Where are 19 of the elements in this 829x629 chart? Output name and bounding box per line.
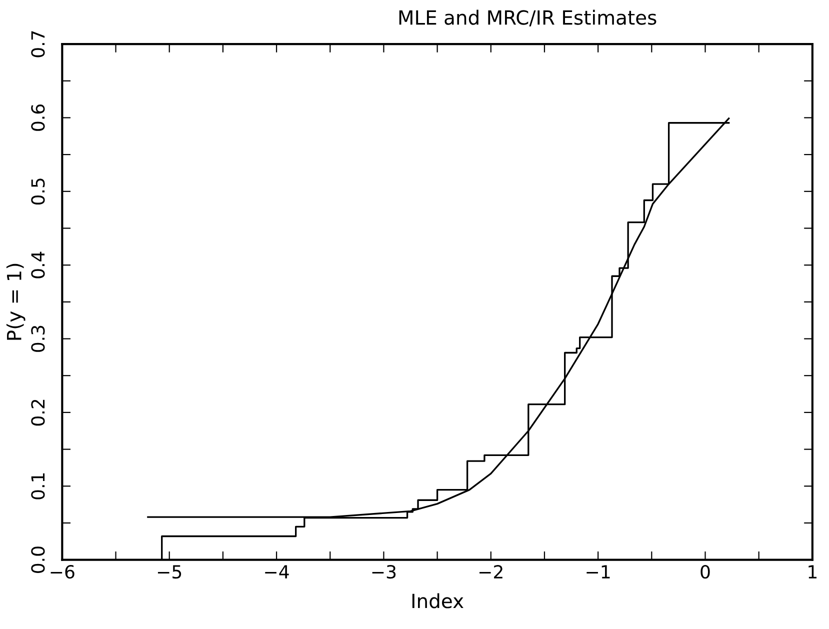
y-tick-label: 0.4 [31, 252, 45, 278]
y-tick-label: 0.2 [31, 400, 45, 426]
y-tick-label: 0.5 [31, 178, 45, 205]
x-tick-label: 1 [808, 565, 816, 578]
x-tick-label: −6 [50, 564, 74, 579]
x-tick-label: −1 [586, 565, 610, 578]
y-tick-label: 0.0 [31, 546, 45, 573]
y-tick-label: 0.6 [31, 104, 45, 131]
x-tick-label: −3 [372, 564, 396, 579]
y-tick-label: 0.3 [31, 326, 45, 352]
y-tick-label: 0.7 [31, 31, 45, 58]
x-tick-label: −2 [479, 564, 502, 578]
y-tick-label: 0.1 [31, 473, 45, 500]
chart-title: MLE and MRC/IR Estimates [399, 10, 656, 26]
x-axis-title: Index [412, 593, 464, 608]
y-axis-title: P(y = 1) [6, 264, 26, 340]
x-tick-label: −5 [158, 565, 182, 579]
x-tick-label: −4 [265, 565, 289, 578]
x-tick-label: 0 [700, 564, 710, 579]
